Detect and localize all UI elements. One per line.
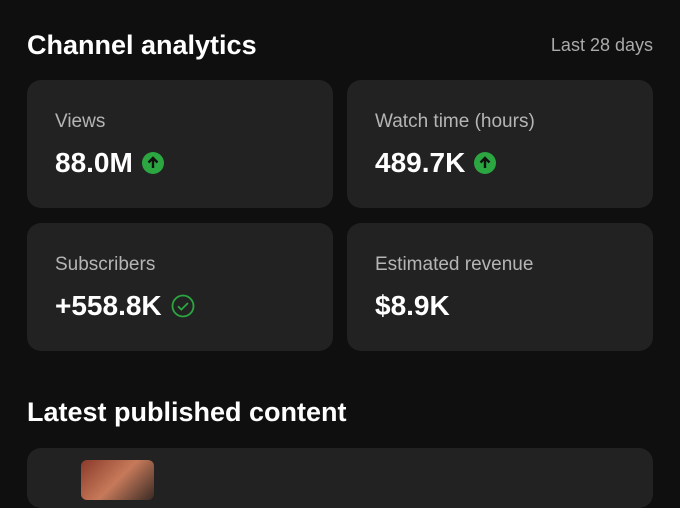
screen: Channel analytics Last 28 days Views 88.… — [27, 30, 653, 508]
section-title: Latest published content — [27, 397, 347, 427]
metric-value: $8.9K — [375, 290, 450, 321]
metric-label: Estimated revenue — [375, 254, 534, 275]
period-selector[interactable]: Last 28 days — [550, 35, 653, 55]
up-icon — [141, 152, 164, 174]
thumbnail — [81, 460, 154, 500]
metric-label: Subscribers — [55, 254, 156, 275]
metric-row: 489.7K — [375, 147, 497, 179]
metric-row: 88.0M — [55, 147, 164, 179]
metric-value: +558.8K — [55, 290, 162, 321]
metric-row: +558.8K — [55, 290, 195, 322]
content-card[interactable] — [27, 448, 653, 508]
metric-card[interactable]: Estimated revenue $8.9K — [347, 223, 653, 351]
metric-card[interactable]: Subscribers +558.8K — [27, 223, 333, 351]
metric-value: 489.7K — [375, 147, 466, 178]
metric-card[interactable]: Watch time (hours) 489.7K — [347, 80, 653, 208]
metric-row: $8.9K — [375, 290, 450, 322]
metric-label: Watch time (hours) — [375, 111, 535, 132]
up-icon — [474, 152, 497, 174]
metric-label: Views — [55, 111, 106, 132]
metric-card[interactable]: Views 88.0M — [27, 80, 333, 208]
check-icon — [171, 294, 195, 318]
metric-value: 88.0M — [55, 147, 133, 178]
page-title: Channel analytics — [27, 30, 257, 60]
